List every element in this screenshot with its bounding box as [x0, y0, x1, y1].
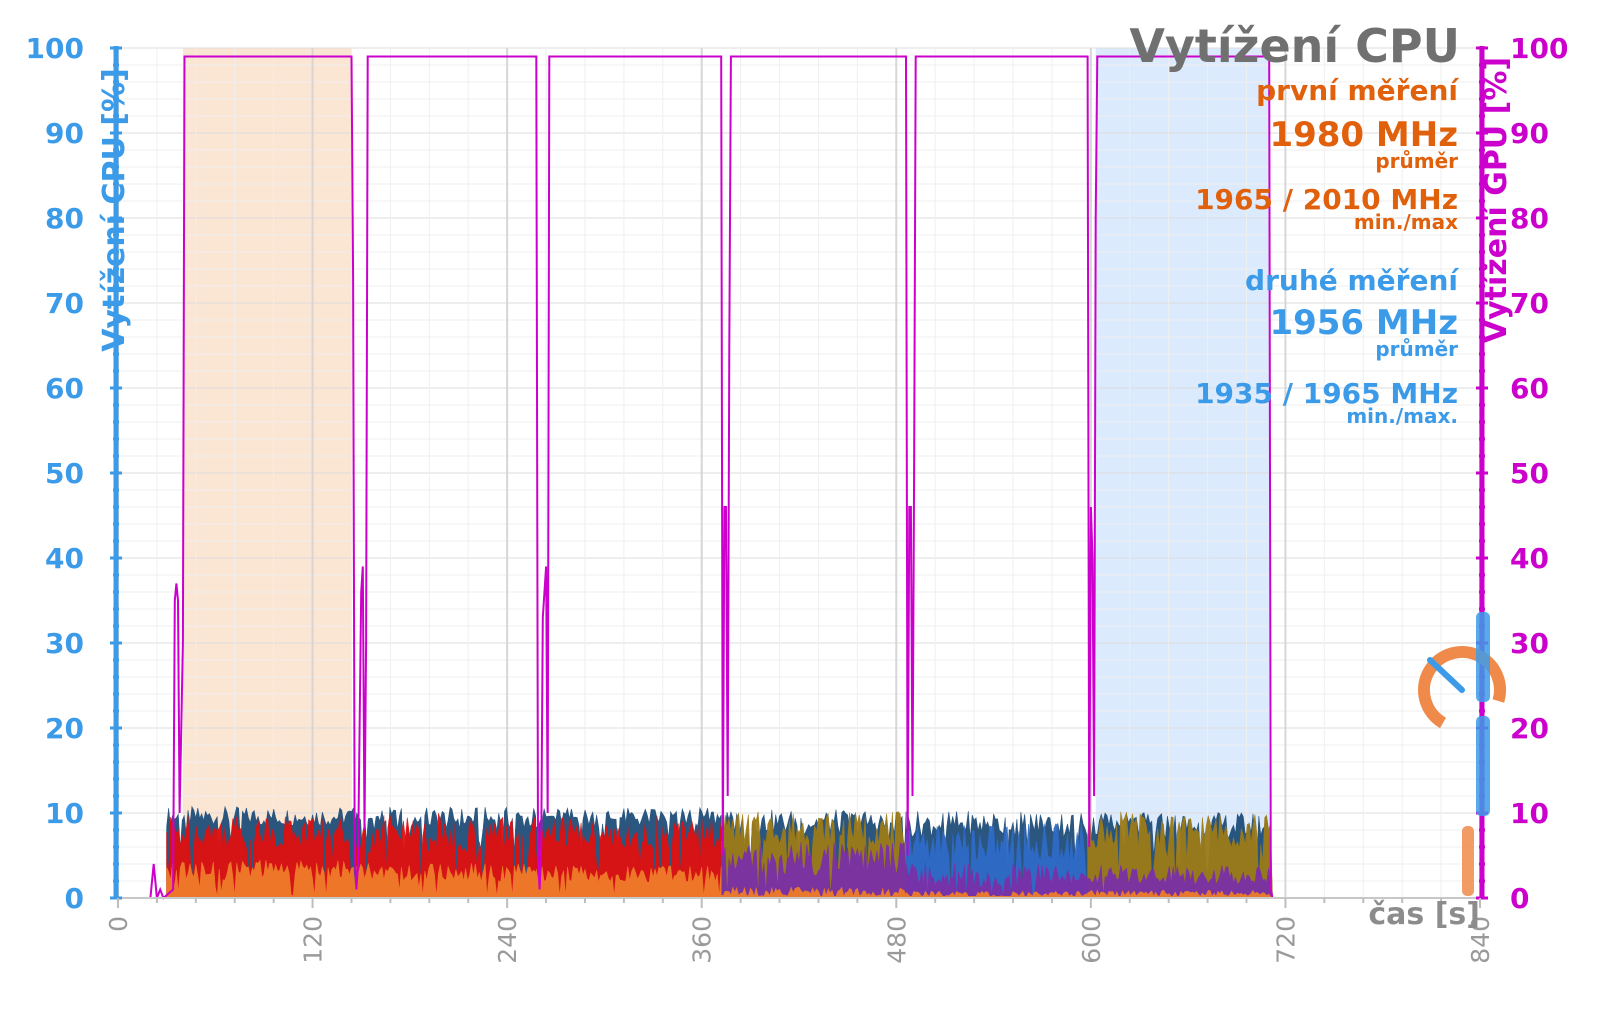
- right-tick-label-50: 50: [1510, 457, 1549, 490]
- cpu-area-6-6: [1087, 889, 1274, 899]
- x-tick-label-240: 240: [493, 916, 522, 964]
- x-tick-label-840: 840: [1466, 916, 1495, 964]
- cpu-series-areas: [166, 805, 1274, 899]
- left-tick-label-20: 20: [45, 712, 84, 745]
- pctuning-logo: [1418, 612, 1506, 896]
- x-axis-label: čas [s]: [1368, 897, 1480, 932]
- left-tick-label-70: 70: [45, 287, 84, 320]
- left-tick-label-30: 30: [45, 627, 84, 660]
- first-measure-annotation: první měření 1980 MHz průměr 1965 / 2010…: [1195, 74, 1459, 234]
- right-tick-label-40: 40: [1510, 542, 1549, 575]
- left-tick-label-10: 10: [45, 797, 84, 830]
- second-measure-minmax-note: min./max.: [1346, 404, 1458, 428]
- left-tick-label-50: 50: [45, 457, 84, 490]
- second-measure-label: druhé měření: [1245, 264, 1459, 297]
- left-tick-label-90: 90: [45, 117, 84, 150]
- logo-gauge-needle: [1427, 657, 1465, 693]
- x-tick-label-720: 720: [1271, 916, 1300, 964]
- grid: [117, 47, 1481, 899]
- left-tick-label-40: 40: [45, 542, 84, 575]
- right-tick-label-100: 100: [1510, 32, 1568, 65]
- right-tick-label-90: 90: [1510, 117, 1549, 150]
- cpu-area-6-4: [720, 886, 907, 899]
- left-tick-label-100: 100: [26, 32, 84, 65]
- cpu-area-6-2: [354, 863, 537, 899]
- cpu-area-5-1: [720, 842, 907, 899]
- x-tick-label-360: 360: [688, 916, 717, 964]
- x-tick-label-120: 120: [299, 916, 328, 964]
- logo-bar-3: [1462, 826, 1474, 896]
- second-measure-annotation: druhé měření 1956 MHz průměr 1935 / 1965…: [1195, 264, 1459, 428]
- left-tick-label-0: 0: [65, 882, 84, 915]
- left-axis-title: Vytížení CPU [%]: [97, 68, 132, 352]
- cpu-area-6-5: [905, 890, 1088, 899]
- cpu-area-6-1: [166, 859, 356, 899]
- second-measure-avg-note: průměr: [1375, 337, 1458, 361]
- right-tick-label-10: 10: [1510, 797, 1549, 830]
- cpu-area-5-2: [905, 862, 1088, 899]
- right-tick-label-20: 20: [1510, 712, 1549, 745]
- logo-bar-2: [1476, 716, 1490, 816]
- tick-labels: 0 0 10 10 20 20 30 30 40 40 50 50 60 60 70 70 80 80 90 90 10…: [26, 32, 1569, 964]
- first-measure-avg: 1980 MHz: [1269, 115, 1458, 155]
- x-tick-label-480: 480: [882, 916, 911, 964]
- first-measure-avg-note: průměr: [1375, 149, 1458, 173]
- left-tick-label-60: 60: [45, 372, 84, 405]
- second-measure-minmax: 1935 / 1965 MHz: [1195, 377, 1458, 410]
- first-measure-minmax: 1965 / 2010 MHz: [1195, 183, 1458, 216]
- right-tick-label-70: 70: [1510, 287, 1549, 320]
- chart-title: Vytížení CPU: [1129, 19, 1460, 73]
- right-tick-label-60: 60: [1510, 372, 1549, 405]
- first-measure-minmax-note: min./max: [1354, 210, 1458, 234]
- gpu-series-line: [118, 55, 1351, 900]
- right-tick-label-80: 80: [1510, 202, 1549, 235]
- x-tick-label-600: 600: [1077, 916, 1106, 964]
- x-tick-label-0: 0: [104, 916, 133, 932]
- left-tick-label-80: 80: [45, 202, 84, 235]
- first-measure-label: první měření: [1256, 74, 1459, 107]
- right-tick-label-30: 30: [1510, 627, 1549, 660]
- right-axis-title: Vytížení GPU [%]: [1479, 57, 1514, 343]
- gpu-line-path: [118, 55, 1351, 900]
- second-measure-avg: 1956 MHz: [1269, 303, 1458, 343]
- cpu-area-5-3: [1087, 865, 1273, 899]
- cpu-area-6-3: [536, 865, 722, 899]
- right-tick-label-0: 0: [1510, 882, 1529, 915]
- logo-bar-1: [1476, 612, 1490, 702]
